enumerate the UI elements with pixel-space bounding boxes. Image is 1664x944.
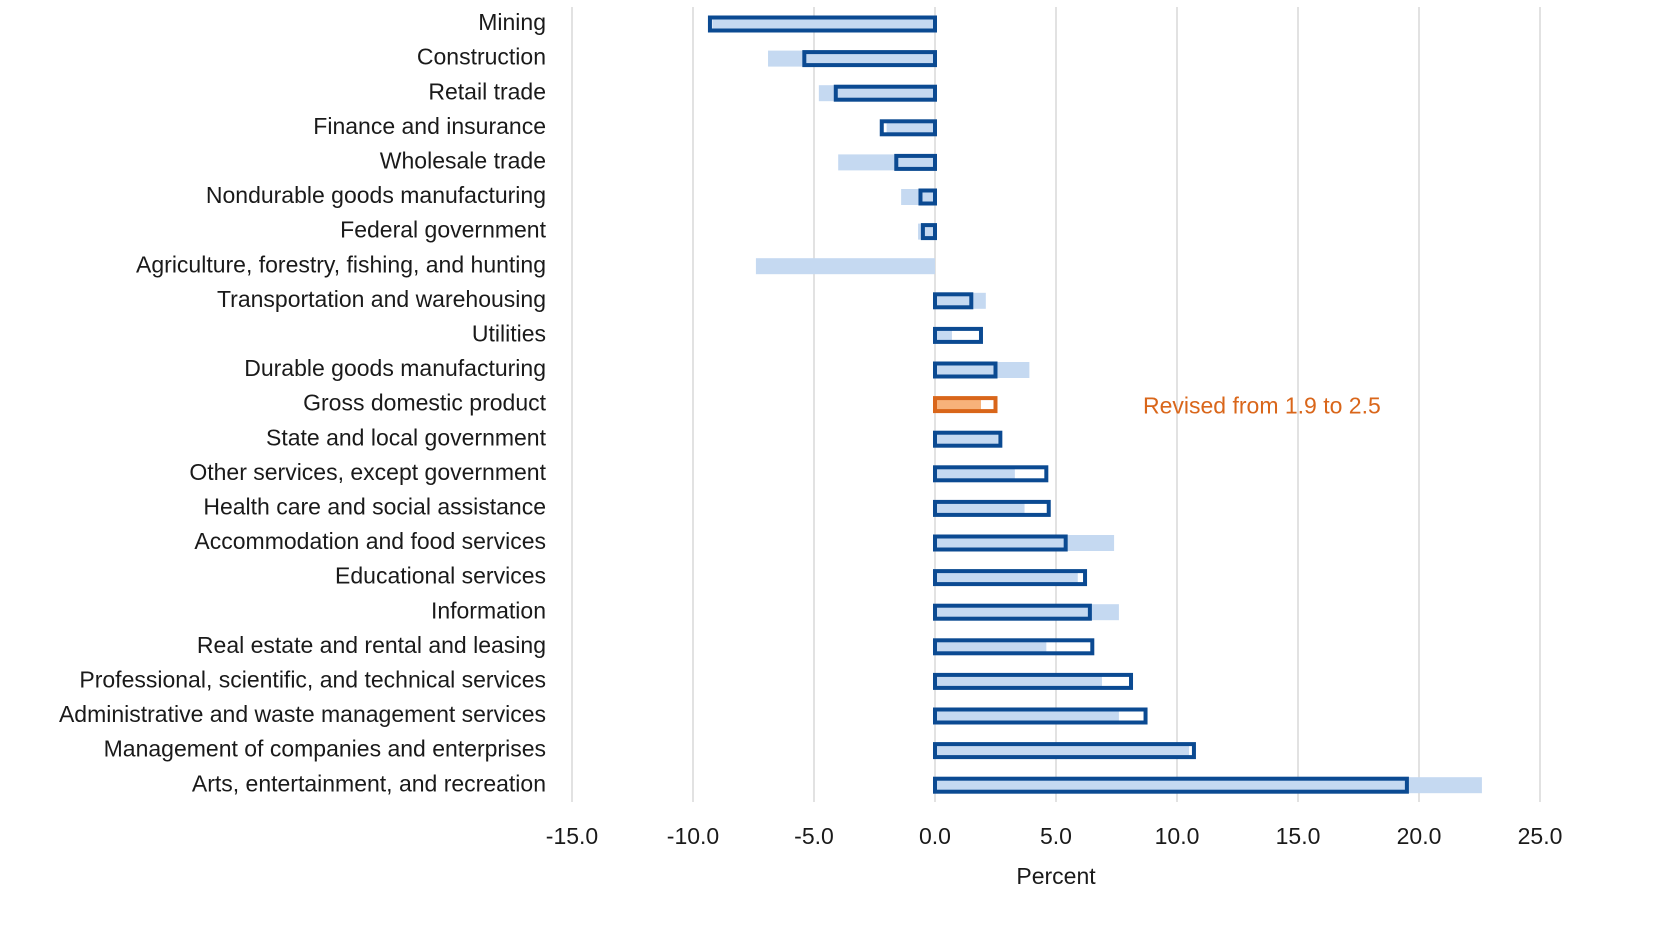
x-tick-label: -15.0 bbox=[546, 823, 598, 849]
bar-outline bbox=[802, 50, 937, 68]
bar-outline bbox=[933, 292, 974, 310]
bar-fill bbox=[935, 742, 1190, 759]
bar-fill bbox=[838, 154, 935, 171]
bar-fill bbox=[935, 569, 1078, 586]
y-tick-label: Arts, entertainment, and recreation bbox=[192, 770, 546, 796]
bar-fill bbox=[768, 50, 935, 67]
x-axis-label: Percent bbox=[1016, 863, 1096, 889]
bar-outline bbox=[933, 776, 1409, 794]
y-tick-label: Finance and insurance bbox=[313, 113, 546, 139]
x-tick-label: 25.0 bbox=[1518, 823, 1563, 849]
x-tick-label: 15.0 bbox=[1276, 823, 1321, 849]
y-tick-label: Construction bbox=[417, 44, 546, 70]
bar-outline bbox=[933, 361, 998, 379]
bar-fill bbox=[886, 119, 935, 136]
y-tick-label: Professional, scientific, and technical … bbox=[79, 666, 546, 692]
bar-fill bbox=[935, 708, 1119, 724]
y-tick-label: Real estate and rental and leasing bbox=[197, 632, 546, 658]
bar-fill bbox=[935, 638, 1047, 655]
bar-outline bbox=[933, 534, 1068, 552]
x-tick-label: -5.0 bbox=[794, 823, 834, 849]
x-tick-label: 10.0 bbox=[1155, 823, 1200, 849]
y-tick-label: Utilities bbox=[472, 320, 546, 346]
y-tick-label: Other services, except government bbox=[189, 459, 546, 485]
bar-outline bbox=[933, 707, 1148, 725]
y-tick-label: Accommodation and food services bbox=[194, 528, 546, 554]
bar-fill bbox=[935, 604, 1119, 621]
x-tick-label: 20.0 bbox=[1397, 823, 1442, 849]
y-tick-label: Educational services bbox=[335, 563, 546, 589]
bar-outline bbox=[933, 569, 1088, 587]
bar-fill bbox=[935, 431, 998, 448]
y-tick-label: Federal government bbox=[340, 217, 546, 243]
bar-fill bbox=[935, 673, 1102, 690]
bar-fill bbox=[901, 189, 935, 205]
bar-fill bbox=[935, 396, 981, 413]
bar-fill bbox=[935, 535, 1115, 551]
y-tick-label: Administrative and waste management serv… bbox=[59, 701, 546, 727]
bar-outline bbox=[833, 84, 938, 102]
bar-fill bbox=[935, 362, 1030, 378]
bar-outline bbox=[894, 153, 938, 171]
y-tick-label: Management of companies and enterprises bbox=[104, 736, 546, 762]
x-tick-label: 5.0 bbox=[1040, 823, 1072, 849]
y-tick-label: Health care and social assistance bbox=[203, 493, 546, 519]
bar-outline bbox=[933, 603, 1092, 621]
y-tick-label: Wholesale trade bbox=[380, 147, 546, 173]
y-tick-label: Information bbox=[431, 597, 546, 623]
bar-outline bbox=[933, 499, 1051, 517]
bar-outline bbox=[879, 119, 938, 137]
x-tick-label: -10.0 bbox=[667, 823, 719, 849]
bar-fill bbox=[755, 258, 935, 275]
bar-outline bbox=[920, 223, 938, 241]
bar-fill bbox=[818, 85, 935, 102]
bar-outline bbox=[933, 638, 1095, 656]
bar-outline bbox=[707, 15, 937, 33]
bar-outline bbox=[933, 326, 983, 344]
y-tick-label: Durable goods manufacturing bbox=[244, 355, 546, 381]
y-tick-label: Gross domestic product bbox=[303, 390, 546, 416]
bar-outline bbox=[933, 430, 1003, 448]
annotation: Revised from 1.9 to 2.5 bbox=[1143, 393, 1381, 419]
bar-outline bbox=[933, 742, 1196, 760]
bar-fill bbox=[935, 327, 952, 344]
y-tick-label: Nondurable goods manufacturing bbox=[206, 182, 546, 208]
bar-fill bbox=[712, 16, 935, 32]
bar-fill bbox=[935, 777, 1482, 794]
y-tick-label: Mining bbox=[478, 9, 546, 35]
bar-fill bbox=[935, 465, 1015, 482]
bar-outline bbox=[933, 465, 1049, 483]
bar-outline bbox=[933, 672, 1134, 690]
bar-outline bbox=[933, 396, 998, 414]
y-tick-label: Transportation and warehousing bbox=[217, 286, 546, 312]
y-tick-label: Retail trade bbox=[428, 78, 546, 104]
y-tick-label: Agriculture, forestry, fishing, and hunt… bbox=[136, 251, 546, 277]
x-tick-label: 0.0 bbox=[919, 823, 951, 849]
bar-outline bbox=[918, 188, 937, 206]
y-tick-label: State and local government bbox=[266, 424, 547, 450]
bar-fill bbox=[935, 500, 1025, 517]
